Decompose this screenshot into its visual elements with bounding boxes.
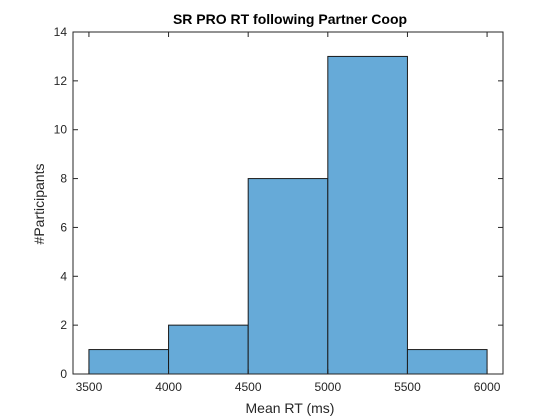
y-tick-label: 10 bbox=[54, 123, 68, 137]
histogram-bar bbox=[407, 350, 487, 374]
x-tick-label: 6000 bbox=[474, 380, 501, 394]
y-tick-label: 6 bbox=[60, 220, 67, 234]
chart-title: SR PRO RT following Partner Coop bbox=[173, 11, 407, 27]
y-tick-label: 2 bbox=[60, 318, 67, 332]
y-axis-label: #Participants bbox=[31, 164, 47, 245]
y-tick-label: 4 bbox=[60, 269, 67, 283]
x-tick-label: 4000 bbox=[155, 380, 182, 394]
y-tick-label: 14 bbox=[54, 25, 68, 39]
histogram-bar bbox=[89, 350, 169, 374]
y-tick-label: 8 bbox=[60, 172, 67, 186]
histogram-bar bbox=[328, 56, 408, 374]
histogram-bar bbox=[248, 179, 328, 374]
x-tick-label: 5500 bbox=[394, 380, 421, 394]
x-axis-label: Mean RT (ms) bbox=[246, 400, 335, 416]
bars-group bbox=[89, 56, 487, 374]
y-tick-label: 12 bbox=[54, 74, 68, 88]
histogram-bar bbox=[169, 325, 249, 374]
y-tick-label: 0 bbox=[60, 367, 67, 381]
x-tick-label: 4500 bbox=[235, 380, 262, 394]
x-tick-label: 3500 bbox=[76, 380, 103, 394]
x-tick-label: 5000 bbox=[314, 380, 341, 394]
